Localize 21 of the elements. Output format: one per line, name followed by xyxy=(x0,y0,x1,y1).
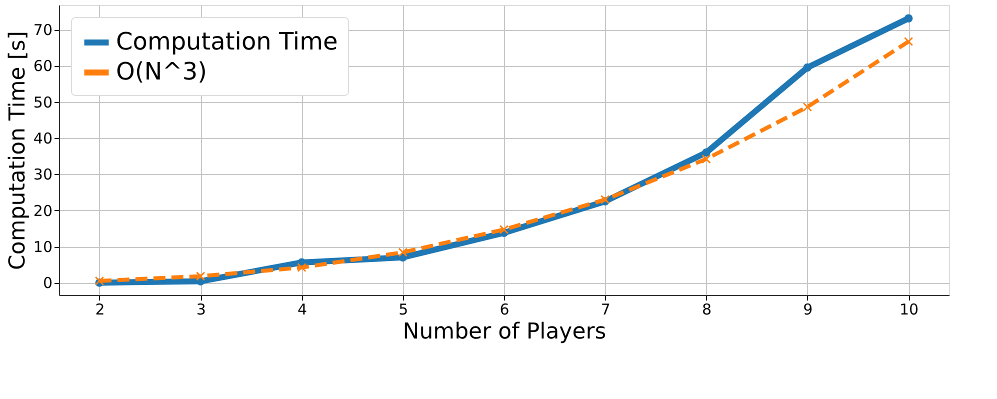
y-tick-label: 10 xyxy=(33,238,52,256)
x-tick-label: 4 xyxy=(297,300,307,318)
y-axis-title: Computation Time [s] xyxy=(5,31,30,270)
x-tick-label: 5 xyxy=(398,300,408,318)
y-tick-label: 70 xyxy=(33,21,52,40)
y-tick-label: 20 xyxy=(33,202,52,220)
legend-label: Computation Time xyxy=(116,28,338,56)
y-tick-label: 50 xyxy=(33,93,52,112)
legend-label: O(N^3) xyxy=(116,58,207,86)
x-tick-label: 7 xyxy=(600,300,610,318)
x-tick-label: 10 xyxy=(900,300,919,318)
x-tick-label: 8 xyxy=(702,300,712,318)
x-tick-label: 2 xyxy=(95,300,105,318)
x-tick-label: 3 xyxy=(196,300,206,318)
y-tick-label: 60 xyxy=(33,57,52,76)
y-tick-label: 40 xyxy=(33,130,52,148)
x-axis-title: Number of Players xyxy=(402,320,606,344)
x-tick-label: 6 xyxy=(500,300,510,318)
y-tick-label: 0 xyxy=(42,274,52,292)
y-tick-label: 30 xyxy=(33,166,52,184)
x-tick-label: 9 xyxy=(803,300,813,318)
